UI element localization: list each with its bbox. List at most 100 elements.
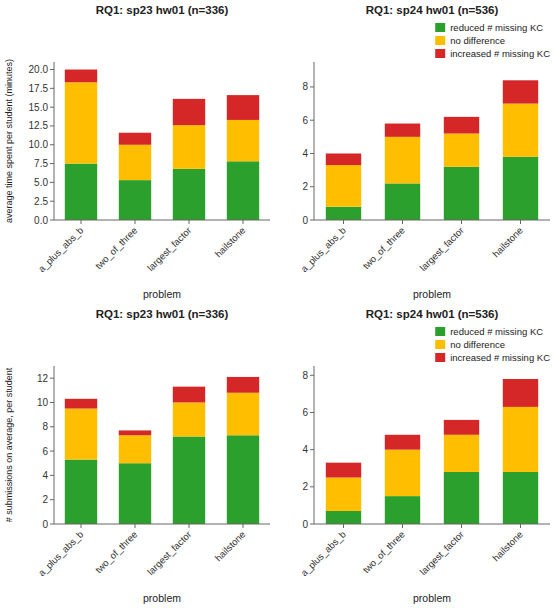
legend-swatch [435, 327, 445, 336]
x-tick [243, 524, 244, 528]
figure: RQ1: sp23 hw01 (n=336)0.02.55.07.510.012… [0, 0, 560, 608]
y-tick [310, 186, 314, 187]
x-tick-label: largest_factor [145, 225, 193, 273]
y-tick-label: 20.0 [29, 64, 49, 75]
legend: reduced # missing KCno differenceincreas… [435, 22, 550, 59]
y-axis-label: # submissions on average, per student [4, 367, 14, 522]
bar-segment [119, 463, 151, 524]
y-tick [50, 475, 54, 476]
y-tick-label: 2 [302, 481, 308, 492]
bar-segment [65, 70, 97, 83]
bar-segment [173, 99, 205, 125]
y-tick-label: 4 [302, 444, 308, 455]
bar-segment [65, 409, 97, 460]
y-tick-label: 6 [42, 446, 48, 457]
bar-segment [326, 478, 361, 511]
x-tick [243, 220, 244, 224]
x-tick-label: largest_factor [145, 529, 193, 577]
y-tick-label: 0 [302, 519, 308, 530]
bar-segment [227, 435, 259, 524]
y-tick-label: 12 [37, 373, 49, 384]
x-axis-line [54, 524, 270, 525]
x-tick [81, 524, 82, 528]
bar-segment [385, 183, 420, 220]
bar-segment [444, 435, 479, 472]
y-tick-label: 8 [302, 81, 308, 92]
title: RQ1: sp23 hw01 (n=336) [96, 308, 229, 320]
x-tick-label: a_plus_abs_b [298, 225, 348, 275]
y-tick [50, 220, 54, 221]
bar-segment [119, 435, 151, 463]
y-tick [310, 449, 314, 450]
x-tick [520, 524, 521, 528]
bar-segment [173, 402, 205, 436]
bar-segment [503, 104, 538, 157]
bar-segment [173, 387, 205, 403]
x-tick [343, 524, 344, 528]
y-axis-line [54, 62, 55, 220]
bar-segment [385, 137, 420, 184]
y-tick [310, 486, 314, 487]
y-tick [50, 201, 54, 202]
bar-segment [444, 134, 479, 167]
bar-segment [444, 167, 479, 220]
y-tick-label: 6 [302, 407, 308, 418]
legend-swatch [435, 23, 445, 32]
bar-segment [227, 95, 259, 120]
bar-segment [227, 377, 259, 393]
y-tick-label: 8 [42, 421, 48, 432]
title: RQ1: sp24 hw01 (n=536) [366, 4, 499, 16]
bars [65, 377, 259, 524]
bar-segment [173, 436, 205, 524]
bar-segment [385, 435, 420, 450]
y-tick [50, 378, 54, 379]
bar-segment [227, 161, 259, 220]
y-axis-line [314, 62, 315, 220]
bar-segment [173, 125, 205, 169]
y-tick-label: 15.0 [29, 102, 49, 113]
legend-label: no difference [450, 339, 505, 350]
y-tick-label: 2.5 [34, 196, 48, 207]
y-tick [50, 125, 54, 126]
x-tick [520, 220, 521, 224]
x-tick-label: hailstone [490, 529, 525, 564]
bar-segment [227, 120, 259, 161]
legend-label: reduced # missing KC [450, 326, 543, 337]
x-tick-label: two_of_three [93, 225, 140, 272]
y-tick [50, 144, 54, 145]
x-axis-line [314, 524, 550, 525]
y-tick [50, 402, 54, 403]
bar-segment [326, 165, 361, 207]
y-tick-label: 4 [42, 470, 48, 481]
bars [326, 379, 538, 524]
y-tick [50, 426, 54, 427]
x-tick-label: a_plus_abs_b [298, 529, 348, 579]
bar-segment [385, 450, 420, 496]
bars [65, 70, 259, 220]
x-tick [189, 220, 190, 224]
y-axis-line [54, 366, 55, 524]
bar-segment [503, 379, 538, 407]
title: RQ1: sp24 hw01 (n=536) [366, 308, 499, 320]
y-tick [310, 412, 314, 413]
x-axis-line [54, 220, 270, 221]
x-tick-label: largest_factor [417, 225, 465, 273]
bar-segment [444, 117, 479, 134]
y-tick-label: 10 [37, 397, 49, 408]
y-tick-label: 0.0 [34, 215, 48, 226]
legend-label: no difference [450, 35, 505, 46]
x-tick-label: hailstone [213, 225, 248, 260]
bar-segment [444, 472, 479, 524]
x-tick [135, 524, 136, 528]
subplot: RQ1: sp24 hw01 (n=536)02468a_plus_abs_bt… [298, 308, 550, 604]
legend-swatch [435, 340, 445, 349]
title: RQ1: sp23 hw01 (n=336) [96, 4, 229, 16]
x-tick [402, 220, 403, 224]
bar-segment [326, 463, 361, 478]
bar-segment [326, 207, 361, 220]
x-tick-label: hailstone [490, 225, 525, 260]
subplot: RQ1: sp23 hw01 (n=336)0.02.55.07.510.012… [4, 4, 270, 300]
bar-segment [385, 496, 420, 524]
bar-segment [385, 124, 420, 137]
y-tick-label: 4 [302, 148, 308, 159]
